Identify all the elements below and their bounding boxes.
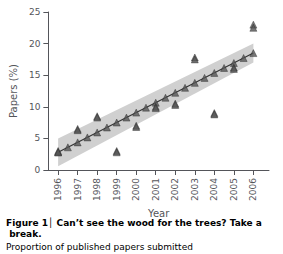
svg-text:5: 5 [35,133,41,143]
svg-text:break.: break. [6,229,42,239]
svg-text:10: 10 [29,102,41,112]
svg-text:1997: 1997 [73,178,83,201]
svg-text:15: 15 [29,70,40,80]
svg-text:2005: 2005 [229,178,239,201]
svg-text:1996: 1996 [53,178,63,201]
svg-text:Papers (%): Papers (%) [8,64,19,118]
svg-text:2000: 2000 [131,178,141,201]
svg-text:0: 0 [35,165,41,175]
svg-text:2003: 2003 [190,178,200,201]
svg-text:Proportion of published papers: Proportion of published papers submitted [6,242,193,252]
svg-text:2001: 2001 [151,178,161,201]
svg-text:1998: 1998 [92,178,102,201]
svg-text:2002: 2002 [170,178,180,201]
svg-text:2004: 2004 [209,178,219,201]
svg-text:1999: 1999 [112,178,122,201]
svg-text:2006: 2006 [248,178,258,201]
svg-text:Figure 1│ Can’t see the wood f: Figure 1│ Can’t see the wood for the tre… [6,217,262,229]
svg-text:25: 25 [29,7,40,17]
svg-text:Year: Year [148,208,170,220]
svg-text:20: 20 [29,39,41,49]
